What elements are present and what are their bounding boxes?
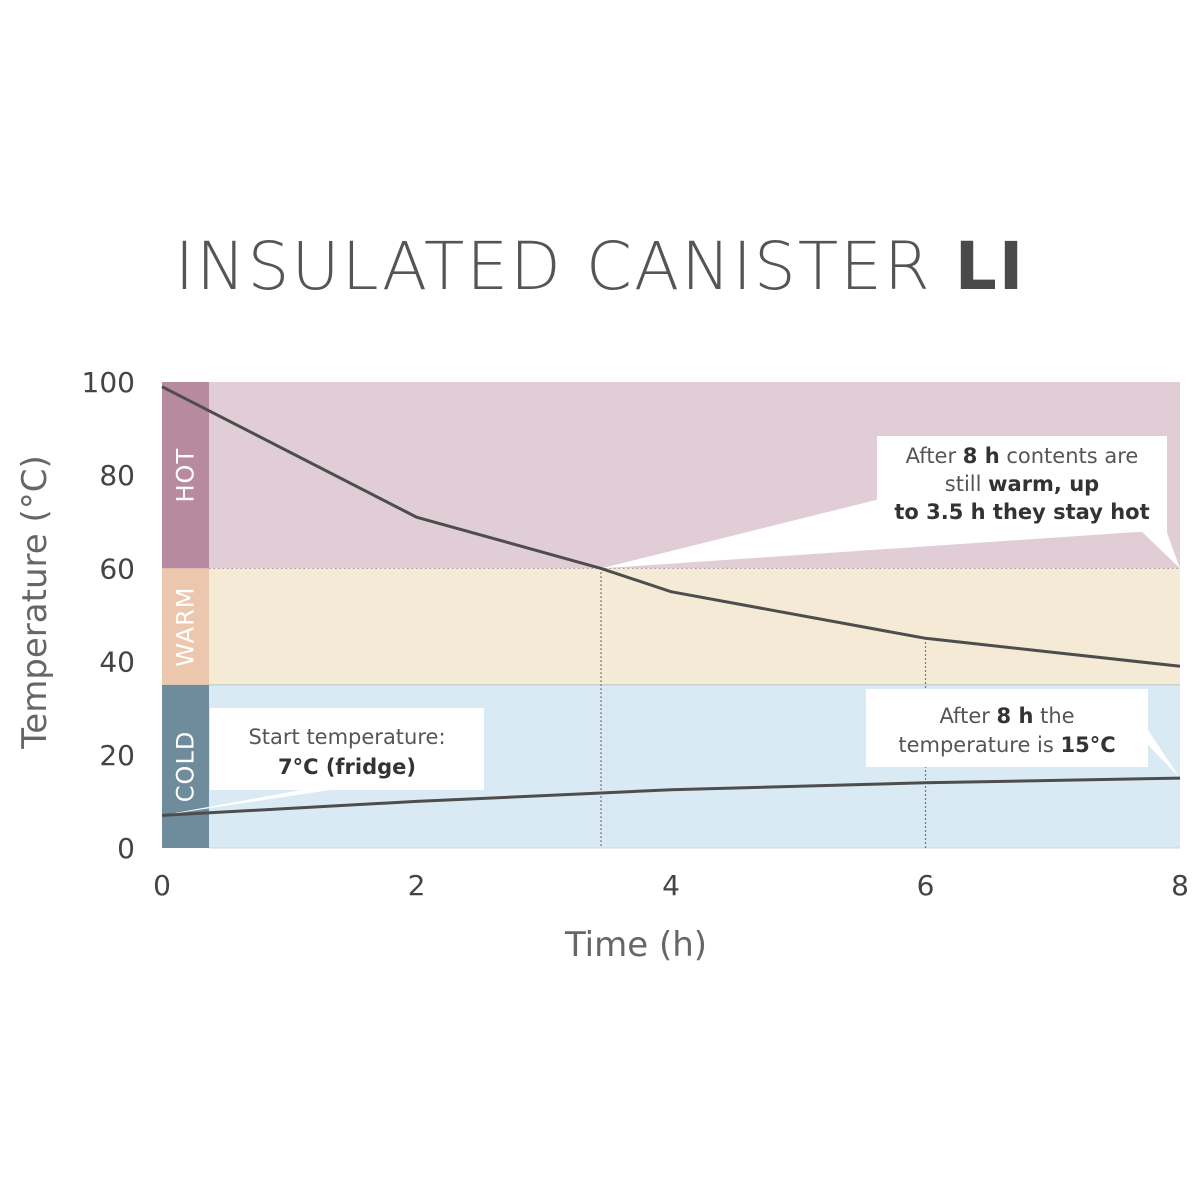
chart-title-bold: LI (954, 228, 1026, 305)
callouts-layer: Start temperature: 7°C (fridge) After 8 h … (162, 436, 1180, 816)
x-tick-label: 2 (408, 869, 426, 902)
zone-band-warm (162, 568, 1180, 685)
zone-tab-cold (162, 684, 209, 848)
callout-segment: 8 h (997, 704, 1034, 728)
callout-segment: still (945, 472, 988, 496)
x-axis-label: Time (h) (564, 925, 707, 965)
y-tick-label: 80 (99, 459, 135, 492)
callout-line: to 3.5 h they stay hot (894, 500, 1149, 524)
callout-line: Start temperature: (248, 725, 445, 749)
callout-line: still warm, up (945, 472, 1099, 496)
callout-pointer (601, 499, 1180, 569)
callout-line: After 8 h the (939, 704, 1074, 728)
callout-box (877, 436, 1167, 532)
callout-segment: the (1033, 704, 1074, 728)
x-tick-label: 6 (917, 869, 935, 902)
callout-segment: temperature is (898, 733, 1060, 757)
chart-title: INSULATED CANISTER LI (0, 228, 1200, 305)
zone-label-hot: HOT (172, 448, 200, 503)
callout-pointer (1148, 730, 1180, 779)
callout-segment: warm, up (988, 472, 1099, 496)
y-tick-label: 20 (99, 739, 135, 772)
y-tick-label: 60 (99, 552, 135, 585)
x-tick-label: 0 (153, 869, 171, 902)
zone-tab-warm (162, 568, 209, 685)
zone-label-warm: WARM (172, 587, 200, 667)
callout-box (866, 689, 1148, 767)
callout-line: temperature is 15°C (898, 733, 1115, 757)
callout-segment: After (939, 704, 996, 728)
callout-segment: After (906, 444, 963, 468)
callout-segment: 7°C (fridge) (278, 755, 416, 779)
series-line-0 (161, 385, 1181, 668)
series-layer (161, 385, 1181, 817)
series-line-1 (161, 776, 1181, 817)
callout-line: 7°C (fridge) (278, 755, 416, 779)
callout-segment: 8 h (963, 444, 1000, 468)
callout-pointer (162, 787, 350, 816)
zone-tab-hot (162, 382, 209, 569)
y-tick-label: 0 (117, 832, 135, 865)
annotation-callout: Start temperature: 7°C (fridge) (162, 708, 484, 816)
y-tick-label: 40 (99, 646, 135, 679)
callout-box (210, 708, 484, 790)
x-tick-label: 4 (662, 869, 680, 902)
callout-segment: contents are (1000, 444, 1139, 468)
y-axis-label: Temperature (°C) (15, 455, 55, 749)
annotation-callout: After 8 h contents are still warm, up to 3… (601, 436, 1180, 569)
callout-segment: 15°C (1060, 733, 1115, 757)
chart-title-main: INSULATED CANISTER (174, 228, 932, 305)
callout-segment: Start temperature: (248, 725, 445, 749)
x-tick-label: 8 (1171, 869, 1189, 902)
y-tick-label: 100 (82, 366, 135, 399)
annotation-callout: After 8 h the temperature is 15°C (866, 689, 1180, 779)
callout-line: After 8 h contents are (906, 444, 1139, 468)
zone-label-cold: COLD (172, 731, 200, 803)
callout-segment: to 3.5 h they stay hot (894, 500, 1149, 524)
